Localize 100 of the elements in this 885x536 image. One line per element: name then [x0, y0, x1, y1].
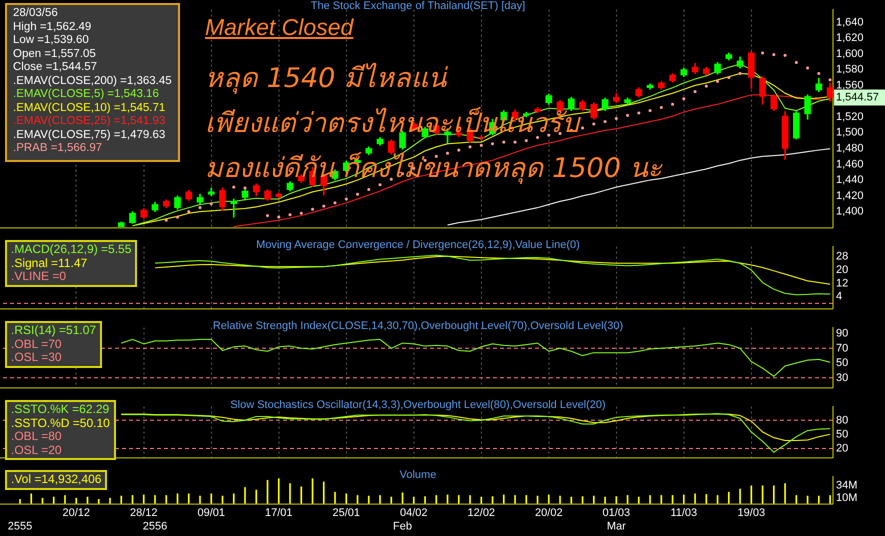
point — [716, 80, 720, 83]
x-tick-label: 01/03 Mar — [602, 507, 630, 532]
text: .RSI(14) =51.07 — [11, 323, 96, 338]
point — [356, 192, 360, 196]
point — [614, 117, 618, 120]
y-tick-label: 50 — [836, 428, 848, 440]
x-tick-label: 12/02 — [468, 507, 496, 520]
ref-line-label: .OSL =20 — [11, 442, 63, 457]
point — [187, 210, 190, 214]
y-tick-label: 20 — [836, 264, 848, 276]
y-tick-label: 1,460 — [836, 158, 864, 170]
point — [704, 84, 708, 88]
x-tick-label: 20/02 — [535, 507, 563, 520]
x-tick-label: 20/12 — [62, 507, 90, 520]
y-tick-label: 30 — [836, 372, 848, 384]
chart-subtitle: Market Closed — [205, 14, 354, 41]
y-tick-label: 1,440 — [836, 174, 864, 186]
point — [367, 188, 370, 192]
y-tick-label: 50 — [836, 357, 848, 370]
point — [727, 76, 730, 79]
chart-title: Volume — [400, 469, 436, 481]
point — [198, 206, 202, 210]
point — [682, 97, 686, 100]
point — [468, 145, 472, 148]
ref-line-label: .OSL =30 — [11, 350, 63, 364]
point — [828, 78, 832, 82]
point — [784, 54, 787, 57]
point — [266, 214, 270, 218]
annotation: Close =1,544.57 — [13, 61, 98, 74]
text: .MACD(26,12,9) =5.55 — [11, 242, 132, 256]
point — [311, 208, 314, 211]
y-tick-label: 1,420 — [836, 190, 864, 202]
y-tick-label: 70 — [836, 342, 848, 354]
y-tick-label: 80 — [836, 414, 848, 426]
chart-title: The Stock Exchange of Thailand(SET) [day] — [310, 0, 526, 12]
y-tick-label: 1,580 — [836, 64, 864, 76]
x-tick-label: 19/03 — [738, 507, 766, 520]
point — [761, 52, 764, 54]
y-tick-label: 1,560 — [836, 79, 864, 92]
x-tick-label: 2556 — [142, 520, 168, 532]
x-tick-label: 17/01 — [265, 507, 293, 520]
x-tick-label: Feb — [393, 520, 412, 532]
point — [794, 60, 798, 64]
point — [300, 212, 303, 215]
text: .PRAB =1,566.97 — [13, 142, 104, 156]
x-tick-label: 04/02 — [400, 507, 428, 520]
point — [637, 111, 640, 114]
text: .EMAV(CLOSE,10) =1,545.71 — [13, 102, 166, 115]
ref-line-label: .OBL =80 — [11, 429, 63, 444]
annotation: Low =1,539.60 — [13, 34, 90, 48]
y-tick-label: 20 — [836, 442, 848, 454]
x-tick-label: 09/01 — [197, 507, 226, 520]
y-tick-label: 28 — [836, 250, 848, 263]
point — [671, 102, 674, 106]
text: .Signal =11.47 — [11, 256, 88, 270]
text: .EMAV(CLOSE,25) =1,541.93 — [13, 115, 166, 128]
x-tick-label: 11/03 — [670, 507, 698, 520]
point — [334, 201, 337, 204]
x-tick-label: 28/12 — [130, 507, 158, 520]
series-label: .Vol =14,932,406 — [11, 472, 102, 486]
point — [344, 197, 348, 200]
x-tick-label: 25/01 — [332, 507, 360, 520]
y-tick-label: 1,620 — [836, 32, 864, 44]
point — [210, 202, 213, 206]
y-tick-label: 12 — [836, 277, 848, 290]
point — [164, 218, 168, 222]
point — [514, 140, 517, 144]
point — [817, 72, 820, 76]
y-tick-label: 90 — [836, 328, 848, 340]
point — [648, 109, 652, 112]
series-label: .SSTO.%K =62.29 — [11, 402, 110, 416]
annotation: .EMAV(CLOSE,200) =1,363.45 — [13, 74, 172, 88]
y-tick-label: 1,600 — [836, 48, 864, 60]
y-tick-label: 1,400 — [836, 206, 864, 218]
point — [592, 122, 596, 126]
y-tick-label: 10M — [836, 492, 858, 504]
point — [322, 204, 326, 208]
point — [491, 142, 494, 146]
legend-title: 28/03/56 — [13, 7, 59, 20]
y-tick-label: 1,500 — [836, 126, 864, 139]
ref-line-label: .OBL =70 — [11, 336, 63, 351]
point — [660, 106, 663, 109]
ref-line-label: .VLINE =0 — [11, 269, 68, 284]
point — [457, 148, 460, 152]
annotation: High =1,562.49 — [13, 20, 92, 34]
x-tick-label: 2555 — [8, 520, 32, 532]
annotation: Open =1,557.05 — [13, 48, 97, 61]
point — [738, 72, 742, 76]
point — [288, 213, 292, 216]
point — [694, 90, 697, 94]
y-tick-label: 34M — [836, 479, 858, 492]
point — [524, 139, 528, 142]
point — [806, 66, 810, 70]
annotation: หลุด 1540 มีไหลแน่ — [205, 62, 446, 96]
y-tick-label: 1,520 — [836, 110, 864, 123]
series-label: .SSTO.%D =50.10 — [11, 416, 110, 430]
point — [502, 140, 506, 144]
chart-title: Slow Stochastics Oscillator(14,3,3),Overbought Level(80),Oversold Level(20) — [230, 399, 606, 411]
point — [581, 126, 584, 130]
y-tick-label: 4 — [836, 290, 842, 303]
